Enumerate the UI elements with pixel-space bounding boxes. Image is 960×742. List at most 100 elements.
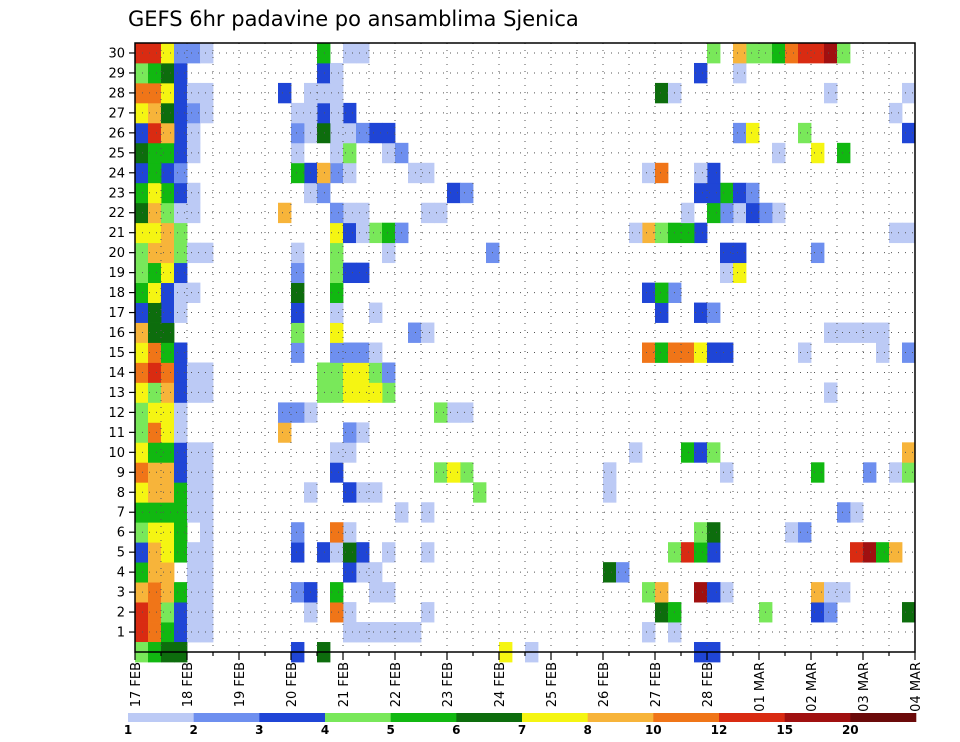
x-tick-label: 28 FEB xyxy=(701,662,716,707)
x-tick-label: 25 FEB xyxy=(545,662,560,707)
heatmap-cell xyxy=(174,382,188,403)
colorbar-swatch xyxy=(522,713,588,722)
heatmap-cell xyxy=(161,262,175,284)
heatmap-cell xyxy=(148,602,162,623)
colorbar-label: 7 xyxy=(518,723,526,737)
heatmap-cell xyxy=(447,182,461,204)
heatmap-cell xyxy=(824,322,838,343)
heatmap-cell xyxy=(603,562,617,583)
heatmap-cell xyxy=(824,602,838,623)
heatmap-cell xyxy=(681,202,695,224)
y-tick-label: 27 xyxy=(108,106,125,121)
heatmap-cell xyxy=(642,622,656,643)
heatmap-cell xyxy=(798,342,812,363)
heatmap-cell xyxy=(291,102,305,124)
heatmap-cell xyxy=(369,562,383,583)
heatmap-cell xyxy=(200,82,214,104)
y-tick-label: 30 xyxy=(108,46,125,61)
heatmap-cell xyxy=(200,602,214,623)
heatmap-cell xyxy=(161,542,175,563)
heatmap-cell xyxy=(187,242,201,264)
heatmap-cell xyxy=(174,522,188,543)
heatmap-cell xyxy=(148,162,162,184)
colorbar-swatch xyxy=(128,713,194,722)
heatmap-cell xyxy=(655,282,669,303)
heatmap-cell xyxy=(291,582,305,603)
heatmap-cell xyxy=(837,322,851,343)
heatmap-cell xyxy=(148,382,162,403)
heatmap-cell xyxy=(356,622,370,643)
x-tick-label: 01 MAR xyxy=(753,662,768,712)
heatmap-cell xyxy=(174,222,188,244)
heatmap-cell xyxy=(174,282,188,303)
y-tick-label: 6 xyxy=(117,526,125,541)
heatmap-cell xyxy=(330,222,344,244)
heatmap-cell xyxy=(382,382,396,403)
heatmap-cell xyxy=(356,422,370,443)
colorbar-label: 2 xyxy=(190,723,198,737)
heatmap-cell xyxy=(642,222,656,244)
heatmap-cell xyxy=(876,322,890,343)
heatmap-cell xyxy=(629,442,643,463)
heatmap-cell xyxy=(473,482,487,503)
heatmap-cell xyxy=(161,202,175,224)
heatmap-cell xyxy=(369,122,383,144)
heatmap-cell xyxy=(161,362,175,383)
heatmap-cell xyxy=(811,142,825,164)
y-tick-label: 25 xyxy=(108,146,125,161)
heatmap-cell xyxy=(148,222,162,244)
heatmap-cell xyxy=(330,462,344,483)
heatmap-cell xyxy=(161,282,175,303)
heatmap-cell xyxy=(746,122,760,144)
heatmap-cell xyxy=(902,342,916,363)
heatmap-cell xyxy=(902,122,916,144)
heatmap-cell xyxy=(200,102,214,124)
heatmap-cell xyxy=(356,542,370,563)
heatmap-cell xyxy=(837,43,851,64)
heatmap-cell xyxy=(382,142,396,164)
heatmap-cell xyxy=(135,422,149,443)
x-tick-label: 02 MAR xyxy=(805,662,820,712)
heatmap-cell xyxy=(720,262,734,284)
heatmap-cell xyxy=(707,442,721,463)
heatmap-cell xyxy=(291,262,305,284)
heatmap-cell xyxy=(161,442,175,463)
colorbar-swatch xyxy=(259,713,326,722)
heatmap-cell xyxy=(343,142,357,164)
heatmap-cell xyxy=(200,562,214,583)
heatmap-cell xyxy=(655,302,669,323)
heatmap-cell xyxy=(785,43,799,64)
heatmap-cell xyxy=(889,102,903,124)
heatmap-cell xyxy=(174,602,188,623)
heatmap-cell xyxy=(174,82,188,104)
heatmap-cell xyxy=(460,182,474,204)
heatmap-cell xyxy=(902,602,916,623)
heatmap-cell xyxy=(330,242,344,264)
heatmap-cell xyxy=(187,602,201,623)
heatmap-cell xyxy=(811,602,825,623)
heatmap-cell xyxy=(174,502,188,523)
heatmap-cell xyxy=(291,282,305,303)
colorbar-swatch xyxy=(390,713,457,722)
heatmap-cell xyxy=(187,142,201,164)
heatmap-cell xyxy=(187,362,201,383)
heatmap-cell xyxy=(161,502,175,523)
heatmap-cell xyxy=(174,422,188,443)
heatmap-cell xyxy=(161,62,175,84)
heatmap-cell xyxy=(356,43,370,64)
heatmap-cell xyxy=(408,322,422,343)
heatmap-cell xyxy=(798,122,812,144)
heatmap-cell xyxy=(902,82,916,104)
colorbar: 1 2 3 4 5 6 7 8 10 12 15 20 xyxy=(124,713,917,737)
colorbar-label: 5 xyxy=(387,723,395,737)
y-tick-label: 28 xyxy=(108,86,125,101)
heatmap-cell xyxy=(135,362,149,383)
heatmap-cell xyxy=(278,202,292,224)
heatmap-cell xyxy=(148,282,162,303)
heatmap-cell xyxy=(343,482,357,503)
heatmap-cell xyxy=(291,142,305,164)
heatmap-cell xyxy=(343,562,357,583)
heatmap-cell xyxy=(421,322,435,343)
heatmap-cell xyxy=(720,582,734,603)
y-tick-label: 21 xyxy=(108,226,125,241)
